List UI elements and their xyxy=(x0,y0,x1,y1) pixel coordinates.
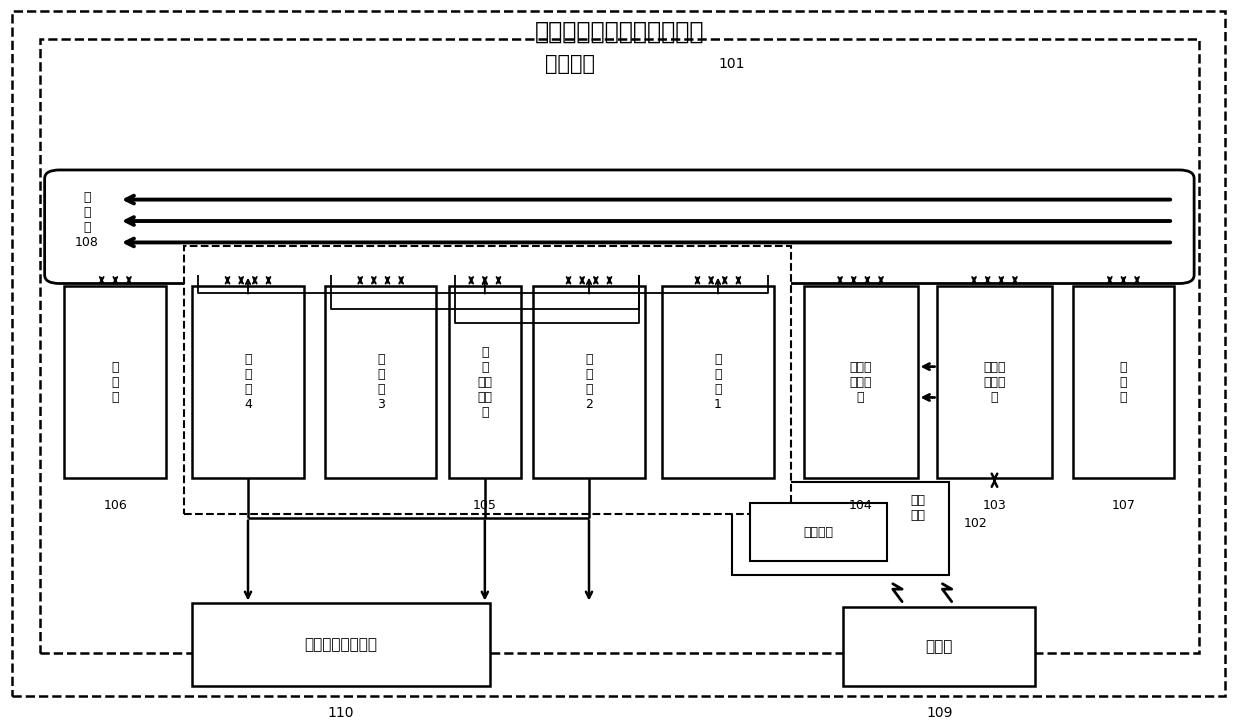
Text: 101: 101 xyxy=(718,58,745,71)
Text: 双通道
功放模
块: 双通道 功放模 块 xyxy=(983,361,1006,403)
Bar xyxy=(937,286,1052,479)
Text: 109: 109 xyxy=(926,706,952,720)
Text: 总
线
板
108: 总 线 板 108 xyxy=(74,191,99,248)
Text: 102: 102 xyxy=(963,517,988,531)
Bar xyxy=(533,286,645,479)
Text: 自检电路: 自检电路 xyxy=(804,526,833,539)
Text: 107: 107 xyxy=(1111,499,1136,512)
Text: 处
理
板
2: 处 理 板 2 xyxy=(585,353,593,411)
Text: 车载
天线: 车载 天线 xyxy=(910,494,925,522)
Text: 多通道
接收模
块: 多通道 接收模 块 xyxy=(849,361,872,403)
Text: 多通道应答器报文传输装置: 多通道应答器报文传输装置 xyxy=(536,20,704,44)
Text: 外部车载控制设备: 外部车载控制设备 xyxy=(305,637,377,652)
FancyBboxPatch shape xyxy=(45,170,1194,284)
Text: 104: 104 xyxy=(848,499,873,512)
Bar xyxy=(64,286,166,479)
Bar xyxy=(843,607,1035,685)
Bar xyxy=(804,286,918,479)
Bar xyxy=(662,286,774,479)
Text: 106: 106 xyxy=(103,499,128,512)
Bar xyxy=(192,603,490,685)
Bar xyxy=(184,246,791,514)
Bar xyxy=(192,286,304,479)
Text: 103: 103 xyxy=(982,499,1007,512)
Bar xyxy=(1073,286,1174,479)
Bar xyxy=(40,40,1199,654)
Text: 110: 110 xyxy=(327,706,355,720)
Text: 处
理
板
1: 处 理 板 1 xyxy=(714,353,722,411)
Text: 车载主机: 车载主机 xyxy=(546,54,595,74)
Text: 105: 105 xyxy=(472,499,497,512)
Text: 应答器: 应答器 xyxy=(925,639,954,654)
Text: 处
理
板
3: 处 理 板 3 xyxy=(377,353,384,411)
Bar xyxy=(325,286,436,479)
Text: 多
通
道处
理模
块: 多 通 道处 理模 块 xyxy=(477,346,492,418)
Bar xyxy=(750,503,887,561)
Text: 记
录
板: 记 录 板 xyxy=(112,361,119,403)
Bar xyxy=(732,482,949,575)
Text: 电
源
板: 电 源 板 xyxy=(1120,361,1127,403)
Bar xyxy=(449,286,521,479)
Text: 处
理
板
4: 处 理 板 4 xyxy=(244,353,252,411)
